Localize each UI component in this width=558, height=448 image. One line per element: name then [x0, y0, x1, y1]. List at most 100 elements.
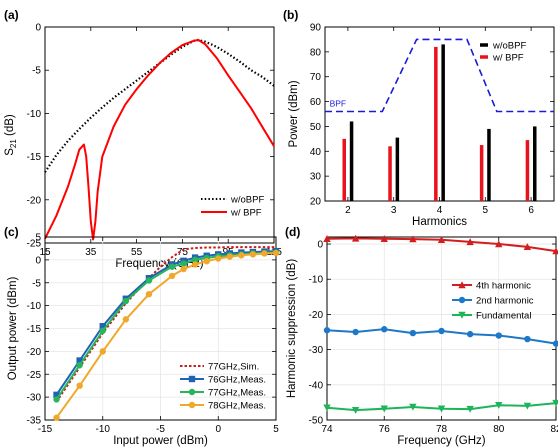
y-tick-label: -35	[27, 416, 42, 427]
data-point	[238, 252, 245, 259]
y-tick-label: 70	[310, 72, 322, 83]
x-tick-label: 82	[550, 424, 558, 435]
bar-w-bpf	[479, 145, 484, 201]
panel-label: (d)	[285, 225, 300, 239]
data-point	[99, 348, 106, 355]
y-tick-label: 20	[310, 197, 322, 208]
series-line	[55, 250, 277, 396]
x-tick-label: 78	[436, 424, 448, 435]
data-point	[168, 272, 176, 280]
data-point	[323, 235, 331, 242]
data-point	[272, 249, 280, 257]
data-point	[437, 236, 446, 244]
data-point	[495, 402, 503, 409]
legend-entry: 77GHz,Meas.	[208, 388, 266, 399]
y-tick-label: -15	[27, 324, 42, 335]
data-point	[99, 327, 106, 334]
data-point	[380, 235, 388, 242]
panel-label: (c)	[4, 225, 19, 239]
data-point	[351, 406, 360, 414]
data-point	[99, 323, 106, 330]
data-point	[76, 357, 83, 364]
y-tick-label: -10	[27, 301, 42, 312]
data-point	[76, 382, 83, 389]
bar-wo-bpf	[487, 128, 491, 201]
bar-wo-bpf	[533, 126, 537, 201]
x-tick-label: 0	[215, 424, 221, 435]
bar-w-bpf	[388, 146, 392, 201]
y-tick-label: -10	[309, 275, 324, 286]
data-point	[466, 405, 474, 413]
legend-marker	[188, 401, 196, 409]
data-point	[351, 234, 360, 242]
data-point	[191, 256, 199, 264]
x-tick-label: 35	[85, 247, 97, 258]
y-tick-label: -5	[32, 278, 41, 289]
data-point	[409, 235, 417, 243]
legend-marker	[458, 311, 466, 319]
x-tick-label: -10	[96, 424, 111, 435]
x-axis-label: Frequency (GHz)	[397, 435, 485, 447]
y-tick-label: -20	[309, 310, 324, 321]
y-tick-label: -15	[27, 152, 42, 163]
x-axis-label: Harmonics	[412, 216, 467, 228]
panel-a: (a)15355575951150-5-10-15-20-25Frequency…	[4, 8, 282, 270]
x-tick-label: 80	[493, 424, 505, 435]
data-point	[122, 316, 130, 323]
y-tick-label: 50	[310, 122, 322, 133]
bpf-mask-line	[325, 38, 554, 113]
data-point	[261, 250, 268, 257]
data-point	[203, 258, 210, 265]
y-axis-label: Harmonic suppression (dB)	[286, 259, 298, 399]
bar-wo-bpf	[349, 121, 354, 201]
y-tick-label: -5	[32, 66, 41, 77]
y-tick-label: 40	[310, 147, 322, 158]
y-tick-label: 80	[310, 47, 322, 58]
legend-marker	[188, 388, 196, 396]
plot-frame	[44, 26, 275, 244]
x-tick-label: -5	[156, 424, 165, 435]
data-point	[466, 330, 474, 338]
y-tick-label: -10	[27, 109, 42, 120]
y-tick-label: -25	[27, 239, 42, 250]
y-tick-label: -25	[27, 370, 42, 381]
data-point	[381, 326, 388, 333]
bpf-annotation: BPF	[330, 99, 347, 109]
bar-w-bpf	[434, 46, 438, 202]
y-tick-label: 0	[35, 23, 41, 34]
bar-wo-bpf	[441, 44, 445, 202]
legend-marker	[188, 375, 196, 383]
data-point	[409, 329, 417, 337]
legend-entry: 4th harmonic	[476, 281, 531, 292]
x-tick-label: 3	[391, 205, 397, 216]
x-tick-label: 55	[131, 247, 143, 258]
x-tick-label: 4	[437, 205, 443, 216]
y-tick-label: 60	[310, 97, 322, 108]
data-point	[215, 255, 222, 262]
x-tick-label: 75	[177, 247, 189, 258]
legend-entry: 78GHz,Meas.	[208, 401, 266, 412]
legend-entry: w/oBPF	[230, 195, 264, 206]
data-point	[122, 297, 130, 305]
x-tick-label: 5	[483, 205, 489, 216]
data-point	[438, 327, 445, 335]
x-tick-label: 5	[273, 424, 279, 435]
data-point	[53, 396, 60, 403]
data-point	[524, 335, 531, 343]
panel-b: (b) 2 3 4 5 6 20 30 40 50 60 70 80 90 Harmonics Power (…	[283, 8, 555, 228]
legend-entry: 76GHz,Meas.	[208, 375, 266, 386]
x-tick-label: 2	[345, 205, 351, 216]
y-tick-label: -20	[27, 195, 42, 206]
data-point	[168, 263, 176, 270]
data-point	[523, 243, 532, 251]
data-point	[495, 240, 503, 248]
x-tick-label: -15	[38, 424, 53, 435]
data-point	[466, 238, 474, 246]
y-axis-label: S21 (dB)	[4, 114, 18, 156]
legend-entry: Fundamental	[476, 311, 531, 322]
data-point	[437, 405, 446, 413]
x-tick-label: 6	[528, 205, 534, 216]
panel-label: (b)	[283, 8, 298, 22]
series-line-wo-bpf	[44, 38, 275, 173]
data-point	[380, 405, 388, 413]
